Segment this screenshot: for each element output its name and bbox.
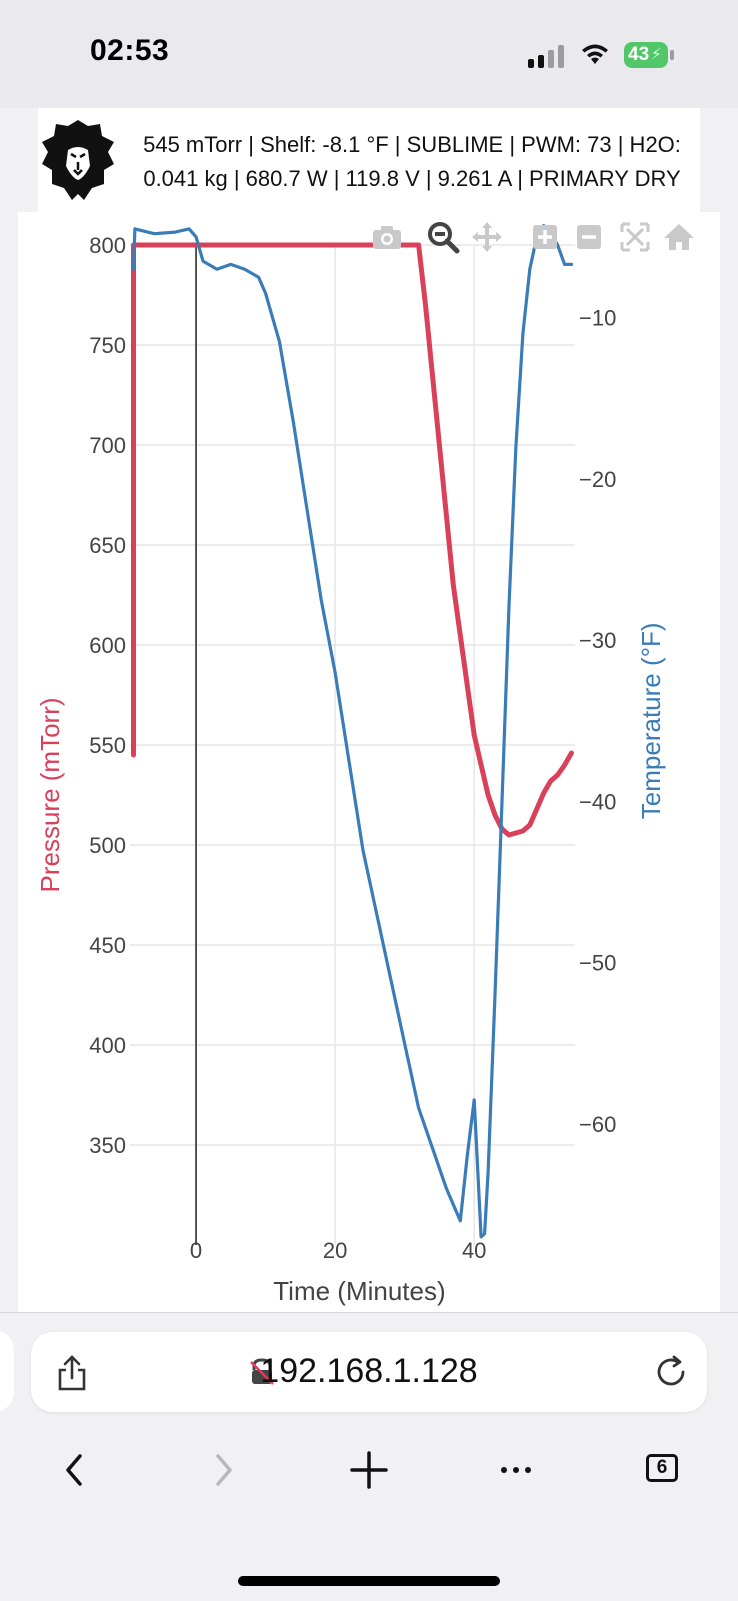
zoom-icon[interactable] xyxy=(426,220,460,254)
y-left-tick-label: 800 xyxy=(89,233,126,258)
home-icon[interactable] xyxy=(662,220,696,254)
x-tick-label: 0 xyxy=(190,1238,202,1263)
more-icon[interactable] xyxy=(486,1440,546,1500)
charging-bolt-icon: ⚡ xyxy=(651,46,662,63)
y-left-axis-title: Pressure (mTorr) xyxy=(35,697,65,892)
tabs-button[interactable]: 6 xyxy=(632,1440,692,1500)
battery-level: 43 xyxy=(628,44,650,65)
battery-indicator: 43 ⚡ xyxy=(624,42,668,68)
tabs-count: 6 xyxy=(646,1454,678,1482)
address-bar[interactable]: 192.168.1.128 xyxy=(31,1332,707,1412)
pressure-series-line xyxy=(131,242,574,838)
y-left-tick-label: 350 xyxy=(89,1133,126,1158)
lion-logo xyxy=(42,120,114,200)
axis-layer: 350400450500550600650700750800−60−50−40−… xyxy=(35,233,666,1306)
x-axis-title: Time (Minutes) xyxy=(273,1276,445,1306)
battery-cap xyxy=(670,50,674,60)
y-left-tick-label: 550 xyxy=(89,733,126,758)
camera-icon[interactable] xyxy=(370,220,404,254)
y-left-tick-label: 750 xyxy=(89,333,126,358)
controller-status-text: 545 mTorr | Shelf: -8.1 °F | SUBLIME | P… xyxy=(124,128,700,196)
home-indicator[interactable] xyxy=(238,1576,500,1586)
y-left-tick-label: 500 xyxy=(89,833,126,858)
status-bar: 02:53 43 ⚡ xyxy=(0,0,738,108)
forward-icon[interactable] xyxy=(194,1440,254,1500)
y-right-tick-label: −40 xyxy=(579,789,616,814)
pan-icon[interactable] xyxy=(470,220,504,254)
browser-nav-row: 6 xyxy=(0,1440,738,1500)
series-layer xyxy=(131,224,574,1239)
x-tick-label: 20 xyxy=(323,1238,347,1263)
zoom-out-icon[interactable] xyxy=(572,220,606,254)
url-text[interactable]: 192.168.1.128 xyxy=(260,1352,478,1390)
y-right-axis-title: Temperature (°F) xyxy=(636,622,666,819)
clock: 02:53 xyxy=(90,34,170,67)
y-left-tick-label: 700 xyxy=(89,433,126,458)
x-tick-label: 40 xyxy=(462,1238,486,1263)
y-right-tick-label: −30 xyxy=(579,628,616,653)
new-tab-icon[interactable] xyxy=(339,1440,399,1500)
chart-modebar xyxy=(370,220,710,256)
status-line-2: 0.041 kg | 680.7 W | 119.8 V | 9.261 A |… xyxy=(143,166,681,191)
y-right-tick-label: −20 xyxy=(579,467,616,492)
y-right-tick-label: −10 xyxy=(579,306,616,331)
y-right-tick-label: −50 xyxy=(579,951,616,976)
status-line-1: 545 mTorr | Shelf: -8.1 °F | SUBLIME | P… xyxy=(143,132,681,157)
autoscale-icon[interactable] xyxy=(618,220,652,254)
back-icon[interactable] xyxy=(44,1440,104,1500)
y-left-tick-label: 650 xyxy=(89,533,126,558)
status-header: 545 mTorr | Shelf: -8.1 °F | SUBLIME | P… xyxy=(38,108,700,212)
reload-icon[interactable] xyxy=(653,1354,689,1390)
cellular-signal-icon xyxy=(528,44,566,68)
zoom-in-icon[interactable] xyxy=(528,220,562,254)
y-right-tick-label: −60 xyxy=(579,1112,616,1137)
previous-tab-preview[interactable] xyxy=(0,1330,14,1412)
y-left-tick-label: 450 xyxy=(89,933,126,958)
temperature-series-line xyxy=(131,224,574,1239)
wifi-icon xyxy=(582,44,608,64)
insecure-lock-icon xyxy=(250,1358,274,1385)
y-left-tick-label: 600 xyxy=(89,633,126,658)
y-left-tick-label: 400 xyxy=(89,1033,126,1058)
share-icon[interactable] xyxy=(55,1354,89,1392)
pressure-temperature-chart[interactable]: 350400450500550600650700750800−60−50−40−… xyxy=(0,0,738,1312)
